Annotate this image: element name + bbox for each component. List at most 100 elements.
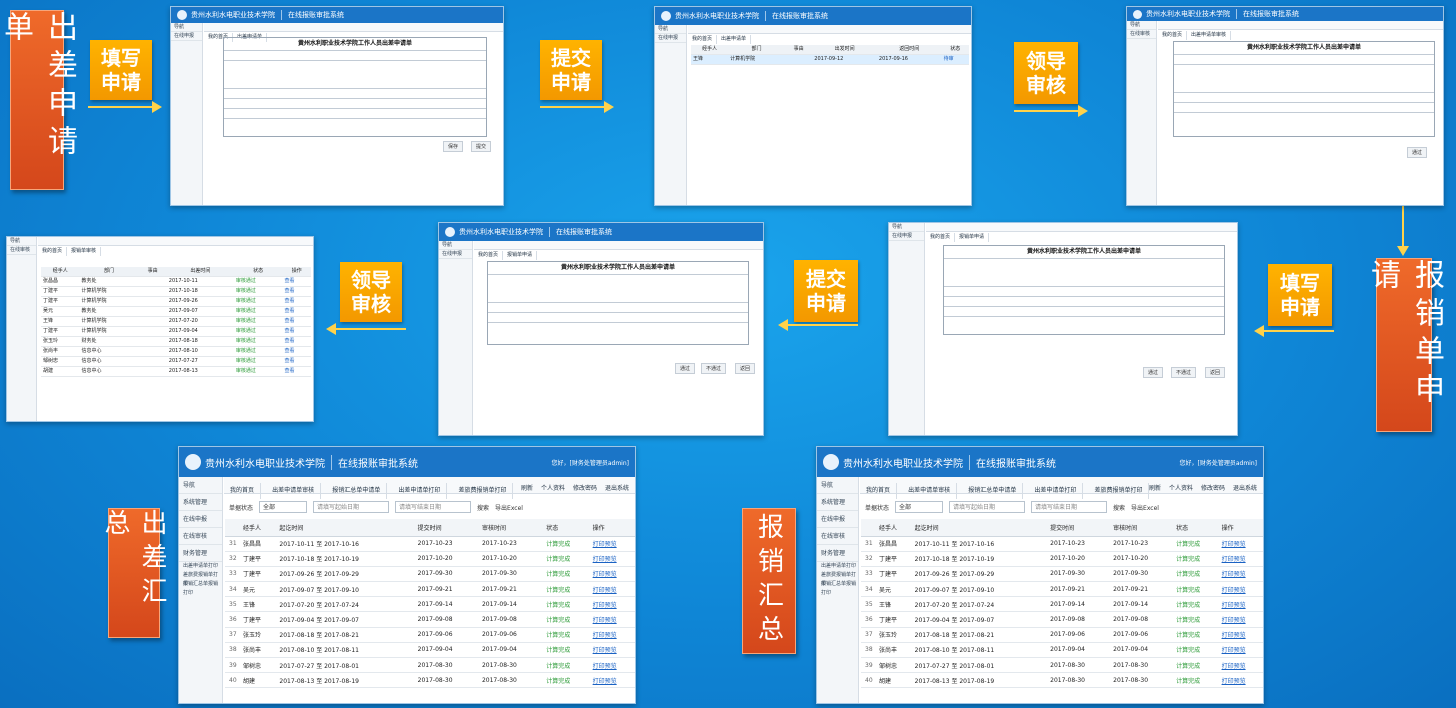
status-select[interactable]: 全部: [259, 501, 308, 513]
print-preview-link[interactable]: 打印预览: [588, 551, 635, 567]
profile-link[interactable]: 个人资料: [1168, 485, 1193, 492]
table-row[interactable]: 34 吴元 2017-09-07 至 2017-09-10 2017-09-21 201…: [861, 581, 1263, 598]
column-header[interactable]: 状态: [542, 519, 589, 537]
print-preview-link[interactable]: 打印预览: [588, 581, 635, 598]
table-row[interactable]: 34 吴元 2017-09-07 至 2017-09-10 2017-09-21 201…: [225, 581, 635, 598]
print-preview-link[interactable]: 打印预览: [588, 672, 635, 689]
tab-home[interactable]: 我的首页: [860, 483, 898, 499]
export-excel-button[interactable]: 导出Excel: [495, 504, 523, 512]
sidebar-item-nav[interactable]: 导航: [179, 477, 222, 494]
print-preview-link[interactable]: 打印预览: [588, 627, 635, 643]
table-row[interactable]: 38 张尚丰 2017-08-10 至 2017-08-11 2017-09-04 20…: [225, 642, 635, 659]
tab-travel-review[interactable]: 出差申请单审核: [266, 483, 322, 499]
table-row[interactable]: 33 丁建平 2017-09-26 至 2017-09-29 2017-09-30 20…: [861, 566, 1263, 583]
sidebar-sub-travel-print[interactable]: 出差申请单打印: [821, 563, 857, 569]
sidebar-item-nav[interactable]: 导航: [817, 477, 858, 494]
sidebar-item-apply[interactable]: 在线申报: [817, 511, 858, 528]
sidebar-item-review[interactable]: 在线审核: [817, 528, 858, 545]
table-row[interactable]: 39 邹树忠 2017-07-27 至 2017-08-01 2017-08-30 20…: [861, 657, 1263, 674]
print-preview-link[interactable]: 打印预览: [588, 611, 635, 628]
column-header[interactable]: 经手人: [239, 519, 276, 537]
table-row[interactable]: 40 胡建 2017-08-13 至 2017-08-19 2017-08-30 201…: [225, 672, 635, 689]
tab-summary-apply[interactable]: 报销汇总单申请单: [326, 483, 388, 499]
tab-reimburse-print[interactable]: 差旅费报销单打印: [452, 483, 514, 499]
print-preview-link[interactable]: 打印预览: [1217, 672, 1263, 689]
pass-button[interactable]: 通过: [1407, 147, 1428, 158]
logout-link[interactable]: 退出系统: [604, 485, 629, 492]
column-header[interactable]: 提交时间: [413, 519, 478, 537]
column-header[interactable]: 审核时间: [1109, 519, 1173, 537]
export-excel-button[interactable]: 导出Excel: [1131, 504, 1159, 512]
tab-summary-apply[interactable]: 报销汇总单申请单: [962, 483, 1024, 499]
print-preview-link[interactable]: 打印预览: [1217, 611, 1263, 628]
print-preview-link[interactable]: 打印预览: [1217, 627, 1263, 643]
back-button[interactable]: 返回: [1205, 367, 1226, 378]
sidebar-sub-reimburse-print[interactable]: 差旅费报销单打印: [183, 572, 219, 587]
column-header[interactable]: 操作: [1217, 519, 1263, 537]
reject-button[interactable]: 不通过: [1171, 367, 1197, 378]
pass-button[interactable]: 通过: [675, 363, 696, 374]
status-select[interactable]: 全部: [895, 501, 944, 513]
sidebar-item-review[interactable]: 在线审核: [179, 528, 222, 545]
change-password-link[interactable]: 修改密码: [572, 485, 597, 492]
table-row[interactable]: 37 张玉玲 2017-08-18 至 2017-08-21 2017-09-06 20…: [861, 627, 1263, 643]
tab-travel-print[interactable]: 出差申请单打印: [392, 483, 448, 499]
column-header[interactable]: 审核时间: [477, 519, 543, 537]
print-preview-link[interactable]: 打印预览: [1217, 596, 1263, 613]
print-preview-link[interactable]: 打印预览: [1217, 642, 1263, 659]
sidebar-item-system[interactable]: 系统管理: [817, 494, 858, 511]
profile-link[interactable]: 个人资料: [540, 485, 565, 492]
print-preview-link[interactable]: 打印预览: [588, 566, 635, 583]
column-header[interactable]: 状态: [1172, 519, 1218, 537]
print-preview-link[interactable]: 打印预览: [1217, 536, 1263, 552]
table-row[interactable]: 31 张昌昌 2017-10-11 至 2017-10-16 2017-10-23 20…: [861, 536, 1263, 552]
back-button[interactable]: 返回: [735, 363, 756, 374]
table-row[interactable]: 31 张昌昌 2017-10-11 至 2017-10-16 2017-10-23 20…: [225, 536, 635, 552]
table-row[interactable]: 32 丁建平 2017-10-18 至 2017-10-19 2017-10-20 20…: [225, 551, 635, 567]
column-header[interactable]: 提交时间: [1046, 519, 1110, 537]
search-button[interactable]: 搜索: [1113, 504, 1126, 512]
print-preview-link[interactable]: 打印预览: [1217, 657, 1263, 674]
table-row[interactable]: 33 丁建平 2017-09-26 至 2017-09-29 2017-09-30 20…: [225, 566, 635, 583]
tab-reimburse-print[interactable]: 差旅费报销单打印: [1088, 483, 1150, 499]
print-preview-link[interactable]: 打印预览: [588, 657, 635, 674]
sidebar-item-system[interactable]: 系统管理: [179, 494, 222, 511]
refresh-link[interactable]: 刷新: [1148, 485, 1161, 492]
reject-button[interactable]: 不通过: [701, 363, 727, 374]
date-from-input[interactable]: 请填写起始日期: [313, 501, 390, 513]
refresh-link[interactable]: 刷新: [520, 485, 533, 492]
sidebar-sub-reimburse-print[interactable]: 差旅费报销单打印: [821, 572, 857, 587]
date-to-input[interactable]: 请填写结束日期: [395, 501, 472, 513]
column-header[interactable]: 起讫时间: [910, 519, 1047, 537]
sidebar-sub-travel-print[interactable]: 出差申请单打印: [183, 563, 219, 569]
date-to-input[interactable]: 请填写结束日期: [1031, 501, 1108, 513]
table-row[interactable]: 38 张尚丰 2017-08-10 至 2017-08-11 2017-09-04 20…: [861, 642, 1263, 659]
sidebar-sub-summary-print[interactable]: 报销汇总单报销打印: [821, 581, 857, 596]
print-preview-link[interactable]: 打印预览: [588, 536, 635, 552]
search-button[interactable]: 搜索: [477, 504, 490, 512]
save-button[interactable]: 保存: [443, 141, 464, 152]
date-from-input[interactable]: 请填写起始日期: [949, 501, 1026, 513]
logout-link[interactable]: 退出系统: [1232, 485, 1257, 492]
print-preview-link[interactable]: 打印预览: [1217, 566, 1263, 583]
print-preview-link[interactable]: 打印预览: [588, 642, 635, 659]
table-row[interactable]: 35 王锋 2017-07-20 至 2017-07-24 2017-09-14 201…: [225, 596, 635, 613]
tab-home[interactable]: 我的首页: [224, 483, 262, 499]
column-header[interactable]: 操作: [588, 519, 635, 537]
table-row[interactable]: 39 邹树忠 2017-07-27 至 2017-08-01 2017-08-30 20…: [225, 657, 635, 674]
change-password-link[interactable]: 修改密码: [1200, 485, 1225, 492]
print-preview-link[interactable]: 打印预览: [1217, 551, 1263, 567]
tab-travel-review[interactable]: 出差申请单审核: [902, 483, 958, 499]
print-preview-link[interactable]: 打印预览: [1217, 581, 1263, 598]
column-header[interactable]: 经手人: [875, 519, 911, 537]
pass-button[interactable]: 通过: [1143, 367, 1164, 378]
tab-travel-print[interactable]: 出差申请单打印: [1028, 483, 1084, 499]
table-row[interactable]: 36 丁建平 2017-09-04 至 2017-09-07 2017-09-08 20…: [225, 611, 635, 628]
column-header[interactable]: 起讫时间: [275, 519, 414, 537]
table-row[interactable]: 37 张玉玲 2017-08-18 至 2017-08-21 2017-09-06 20…: [225, 627, 635, 643]
sidebar-sub-summary-print[interactable]: 报销汇总单报销打印: [183, 581, 219, 596]
sidebar-item-finance[interactable]: 财务管理: [817, 545, 858, 562]
submit-button[interactable]: 提交: [471, 141, 492, 152]
table-row[interactable]: 40 胡建 2017-08-13 至 2017-08-19 2017-08-30 201…: [861, 672, 1263, 689]
sidebar-item-apply[interactable]: 在线申报: [179, 511, 222, 528]
